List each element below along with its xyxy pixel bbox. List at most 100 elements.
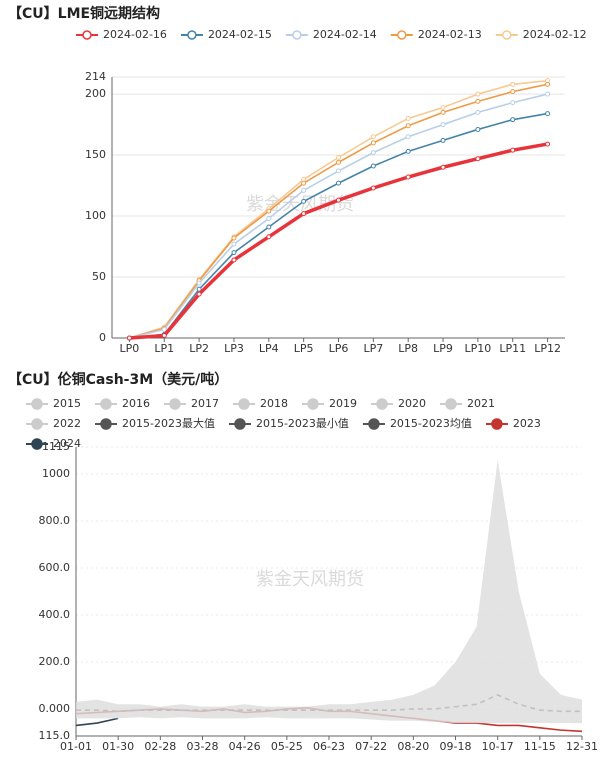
legend-label: 2024-02-14 (313, 28, 377, 41)
x-tick-label: LP7 (363, 342, 383, 355)
y-tick-label: 200.0 (39, 655, 71, 668)
x-tick-label: 08-20 (397, 740, 429, 753)
x-tick-label: 01-01 (60, 740, 92, 753)
point (475, 156, 481, 162)
legend-marker (187, 30, 197, 40)
legend-marker (100, 398, 112, 410)
x-tick-label: LP4 (259, 342, 279, 355)
x-tick-label: LP1 (154, 342, 174, 355)
x-tick-label: LP8 (398, 342, 418, 355)
y-tick-label: 115.0 (39, 729, 71, 742)
point (196, 280, 202, 286)
legend-label: 2024-02-16 (103, 28, 167, 41)
point (231, 257, 237, 263)
series-line (75, 717, 119, 727)
point (161, 326, 167, 332)
point (440, 137, 446, 143)
point (231, 235, 237, 241)
legend-item: 2020 (371, 397, 426, 410)
legend-marker (445, 398, 457, 410)
point (370, 185, 376, 191)
point (405, 115, 411, 121)
legend-item: 2015-2023最大值 (95, 416, 215, 430)
point (545, 81, 551, 87)
legend-marker (491, 418, 503, 430)
legend-label: 2016 (122, 397, 150, 410)
legend-label: 2024-02-15 (208, 28, 272, 41)
chart-title: 【CU】伦铜Cash-3M（美元/吨） (8, 371, 228, 388)
y-tick-label: 50 (92, 270, 106, 283)
x-tick-label: 11-15 (524, 740, 556, 753)
legend-marker (502, 30, 512, 40)
legend-label: 2022 (53, 417, 81, 430)
legend-item: 2015-2023最小值 (228, 417, 349, 430)
legend-item: 2015 (26, 397, 81, 410)
point (440, 122, 446, 128)
point (301, 180, 307, 186)
legend-item: 2024-02-15 (180, 28, 272, 41)
legend-marker (307, 398, 319, 410)
point (370, 163, 376, 169)
point (301, 198, 307, 204)
point (336, 197, 341, 203)
point (266, 234, 272, 240)
legend-item: 2024-02-16 (76, 28, 167, 41)
y-tick-label: 0.000 (39, 702, 71, 715)
point (266, 208, 272, 214)
y-tick-label: 100 (85, 209, 106, 222)
legend-label: 2024-02-12 (523, 28, 587, 41)
x-tick-label: 04-26 (229, 740, 261, 753)
legend-label: 2017 (191, 397, 219, 410)
legend-item: 2021 (440, 397, 495, 410)
point (266, 224, 272, 230)
x-tick-label: 03-28 (187, 740, 219, 753)
legend-marker (234, 418, 246, 430)
point (405, 174, 411, 180)
legend-item: 2018 (233, 397, 288, 410)
point (266, 215, 272, 221)
point (126, 335, 132, 341)
legend-item: 2024-02-12 (495, 28, 587, 41)
x-tick-label: LP12 (534, 342, 561, 355)
point (440, 109, 446, 115)
y-tick-label: 400.0 (39, 608, 71, 621)
legend-label: 2018 (260, 397, 288, 410)
point (405, 148, 411, 154)
x-tick-label: 07-22 (355, 740, 387, 753)
point (336, 168, 341, 174)
legend-marker (292, 30, 302, 40)
point (231, 241, 237, 247)
point (405, 134, 411, 140)
point (336, 159, 341, 165)
point (405, 123, 411, 129)
y-tick-label: 600.0 (39, 561, 71, 574)
legend-marker (376, 398, 388, 410)
legend-label: 2021 (467, 397, 495, 410)
point (336, 180, 341, 186)
point (440, 104, 446, 110)
point (301, 187, 307, 193)
point (440, 164, 446, 170)
point (336, 154, 341, 160)
legend-item: 2024-02-14 (285, 28, 377, 41)
legend-label: 2015 (53, 397, 81, 410)
point (510, 89, 516, 95)
series-area (76, 708, 582, 724)
x-tick-label: LP6 (329, 342, 349, 355)
point (475, 91, 481, 97)
point (370, 150, 376, 156)
point (545, 111, 551, 117)
legend-marker (31, 398, 43, 410)
legend-marker (31, 438, 43, 450)
x-tick-label: 12-31 (566, 740, 598, 753)
legend-item: 2016 (95, 397, 150, 410)
chart-title: 【CU】LME铜远期结构 (8, 5, 160, 22)
x-tick-label: LP9 (433, 342, 453, 355)
watermark: 紫金天风期货 (256, 569, 364, 590)
x-tick-label: 02-28 (144, 740, 176, 753)
legend-marker (397, 30, 407, 40)
x-tick-label: LP0 (120, 342, 140, 355)
legend-item: 2022 (26, 417, 81, 430)
y-tick-label: 0 (99, 331, 106, 344)
y-tick-label: 1115 (42, 440, 70, 453)
